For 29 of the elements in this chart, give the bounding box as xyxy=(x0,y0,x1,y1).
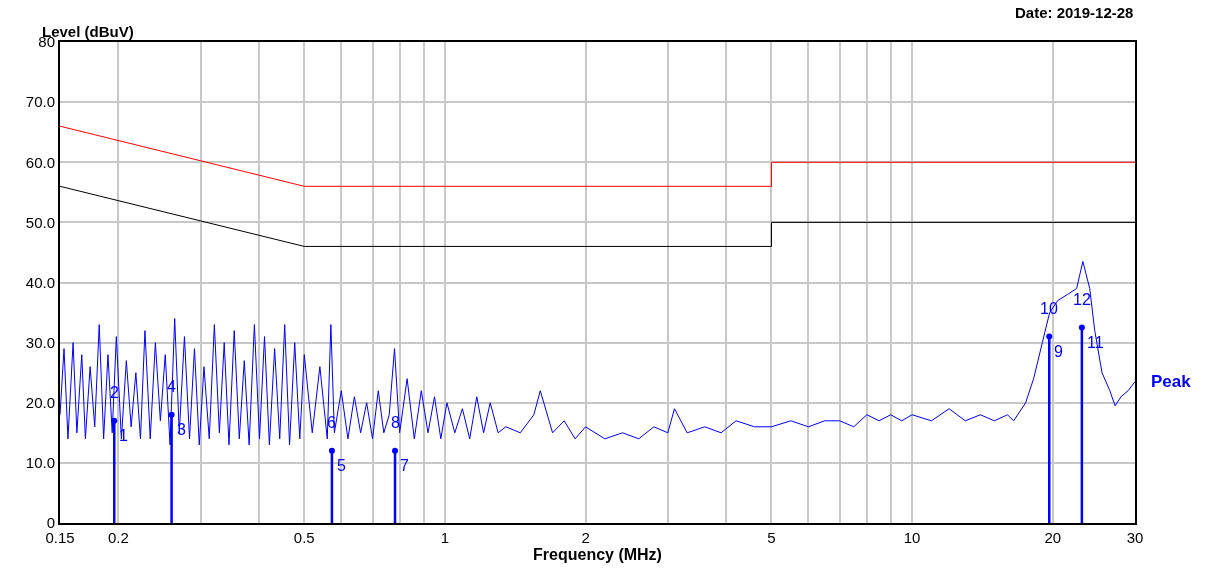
y-tick-label: 20.0 xyxy=(25,394,55,411)
annotation: 5 xyxy=(337,457,346,474)
y-tick-label: 60.0 xyxy=(25,153,55,171)
y-tick-label: 70.0 xyxy=(25,93,55,111)
x-tick-label: 5 xyxy=(767,529,776,546)
annotation: 7 xyxy=(400,457,409,474)
x-tick-label: 0.2 xyxy=(107,529,129,546)
annotation: 1 xyxy=(119,427,128,444)
text: Date: 2019-12-28 xyxy=(1015,4,1134,21)
y-tick-label: 0 xyxy=(46,514,55,532)
y-tick-label: 50.0 xyxy=(25,213,55,231)
annotation: 12 xyxy=(1073,291,1091,308)
annotation: 6 xyxy=(327,414,336,431)
x-axis-title: Frequency (MHz) xyxy=(533,546,662,563)
x-tick-label: 0.15 xyxy=(45,529,75,546)
x-tick-label: 20 xyxy=(1044,529,1062,546)
y-tick-label: 30.0 xyxy=(25,333,55,351)
y-tick-label: 10.0 xyxy=(25,454,55,472)
x-tick-label: 2 xyxy=(581,529,590,546)
x-tick-label: 30 xyxy=(1126,529,1144,546)
y-tick-label: 40.0 xyxy=(25,273,55,291)
x-tick-label: 0.5 xyxy=(293,529,315,546)
x-tick-label: 10 xyxy=(903,529,921,546)
annotation: 10 xyxy=(1040,300,1058,317)
annotation: 2 xyxy=(110,384,119,401)
annotation: 3 xyxy=(177,421,186,438)
x-tick-label: 1 xyxy=(440,529,450,546)
annotation: 9 xyxy=(1054,343,1063,360)
series-label: Peak xyxy=(1151,372,1192,391)
